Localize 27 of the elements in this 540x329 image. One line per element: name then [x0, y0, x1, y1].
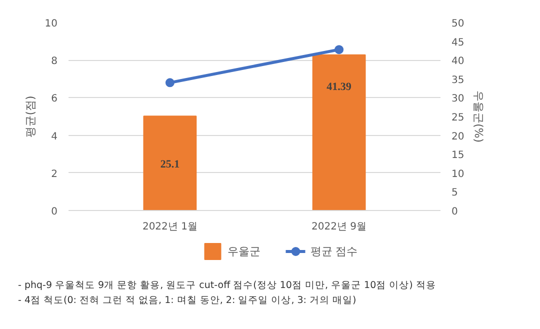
y-tick-label: 0: [51, 206, 58, 218]
text: - phq-9 우울척도 9개 문항 활용, 원도구 cut-off 점수(정상 10점 미만, 우울군 10점 이상) 적용: [18, 280, 436, 291]
x-tick-label: 2022년 9월: [312, 222, 367, 232]
y-axis-title: 평균(점): [24, 96, 37, 138]
y2-tick-label: 20: [452, 131, 464, 142]
y2-tick-label: 40: [452, 56, 464, 68]
text: - 4점 척도(0: 전혀 그런 적 없음, 1: 며칠 동안, 2: 일주일 이상, 3: 거의 매일): [18, 295, 356, 306]
y-tick-label: 10: [44, 18, 58, 30]
y2-tick-label: 30: [452, 94, 464, 105]
text: 41.39: [326, 81, 352, 93]
y2-tick-label: 15: [452, 150, 464, 162]
y2-tick-label: 25: [452, 112, 464, 124]
y2-tick-label: 10: [452, 168, 464, 180]
y-tick-label: 8: [51, 56, 58, 68]
legend-label: 평균 점수: [310, 244, 358, 258]
y-tick-label: 4: [51, 131, 58, 142]
y2-tick-label: 45: [452, 37, 464, 48]
y2-axis-title: 우울군(%): [472, 90, 486, 143]
x-tick-label: 2022년 1월: [142, 222, 198, 232]
legend-label: 우울군: [227, 244, 260, 258]
y2-tick-label: 0: [452, 206, 458, 218]
text: 25.1: [160, 158, 180, 170]
y-tick-label: 2: [51, 168, 58, 180]
y2-tick-label: 50: [452, 18, 464, 30]
y2-tick-label: 5: [452, 188, 458, 199]
y2-tick-label: 35: [452, 74, 464, 86]
y-tick-label: 6: [51, 94, 58, 105]
